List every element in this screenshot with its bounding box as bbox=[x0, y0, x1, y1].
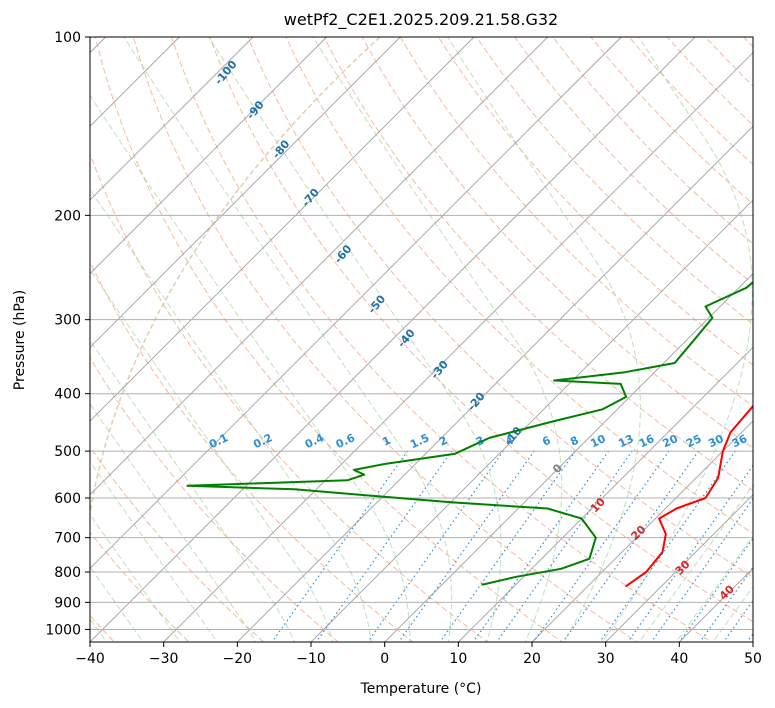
y-tick-label: 300 bbox=[54, 313, 81, 329]
background-curves bbox=[90, 37, 381, 518]
skewed-isotherm bbox=[752, 641, 753, 642]
y-tick-label: 700 bbox=[54, 531, 81, 547]
mixing-ratio-label: 20 bbox=[661, 432, 681, 450]
y-tick-label: 200 bbox=[54, 208, 81, 224]
dry-adiabat-line bbox=[361, 37, 753, 449]
y-tick-label: 900 bbox=[54, 595, 81, 611]
moist-adiabat-line bbox=[90, 403, 257, 642]
mixing-ratio-line bbox=[495, 450, 633, 642]
skewed-isotherm bbox=[90, 37, 696, 642]
skewed-isotherm bbox=[458, 346, 753, 642]
isobar-gridlines bbox=[90, 37, 753, 630]
plot-frame bbox=[89, 36, 754, 643]
y-axis-label: Pressure (hPa) bbox=[12, 290, 28, 390]
dry-adiabat-line bbox=[514, 37, 753, 285]
mixing-ratio-label: 25 bbox=[684, 432, 703, 450]
mixing-ratio-label: 16 bbox=[637, 432, 657, 450]
dry-adiabat-line bbox=[90, 356, 339, 642]
x-tick-label: −20 bbox=[223, 651, 253, 667]
mixing-ratio-line bbox=[599, 450, 736, 642]
mixing-ratio-line bbox=[367, 450, 504, 642]
mixing-ratio-line bbox=[761, 451, 775, 654]
mixing-ratio-label: 10 bbox=[588, 432, 608, 450]
dry-adiabat-line bbox=[94, 37, 564, 642]
mixing-ratio-line bbox=[315, 450, 453, 642]
dry-adiabat-line bbox=[437, 37, 753, 366]
mixing-ratio-line bbox=[650, 497, 753, 642]
x-tick-label: 10 bbox=[449, 651, 467, 667]
x-tick-label: 50 bbox=[744, 651, 762, 667]
skewed-isotherm bbox=[310, 199, 753, 642]
moist-adiabat-line bbox=[123, 37, 453, 642]
moist-adiabat-line bbox=[0, 37, 4, 654]
mixing-ratio-label: 36 bbox=[730, 432, 750, 450]
y-tick-label: 800 bbox=[54, 565, 81, 581]
dry-adiabat-line bbox=[399, 37, 753, 407]
background-curve bbox=[90, 37, 381, 518]
mixing-ratio-line bbox=[397, 450, 535, 642]
plot-background bbox=[90, 37, 753, 642]
y-tick-label: 1000 bbox=[45, 622, 81, 638]
mixing-ratio-label: 30 bbox=[706, 432, 726, 450]
mixing-ratio-line bbox=[562, 450, 699, 642]
dry-adiabat-line bbox=[90, 260, 414, 642]
x-tick-label: −40 bbox=[75, 651, 105, 667]
x-tick-label: −10 bbox=[296, 651, 326, 667]
profile-line-2 bbox=[186, 280, 753, 586]
mixing-ratio-line bbox=[627, 464, 753, 642]
x-tick-label: 20 bbox=[523, 651, 541, 667]
mixing-ratio-line bbox=[678, 537, 753, 642]
mixing-ratio-lines bbox=[271, 450, 775, 654]
dry-adiabat-line bbox=[170, 37, 713, 642]
y-tick-label: 100 bbox=[54, 30, 81, 46]
skewed-isotherm bbox=[90, 37, 548, 496]
skewed-isotherm bbox=[384, 273, 753, 642]
chart-title: wetPf2_C2E1.2025.209.21.58.G32 bbox=[284, 10, 558, 30]
skewed-isotherm bbox=[90, 37, 401, 348]
skewed-isotherm bbox=[163, 52, 753, 642]
dry-adiabat-line bbox=[323, 37, 753, 491]
mixing-ratio-line bbox=[472, 450, 610, 642]
mixing-ratio-line bbox=[532, 450, 670, 642]
skewed-isotherm bbox=[90, 37, 327, 275]
skewed-isotherms bbox=[90, 37, 753, 642]
skewed-isotherm bbox=[237, 125, 753, 642]
y-tick-label: 600 bbox=[54, 491, 81, 507]
y-tick-label: 500 bbox=[54, 444, 81, 460]
mixing-ratio-line bbox=[699, 566, 753, 642]
skewed-isotherm bbox=[90, 37, 475, 422]
mixing-ratio-line bbox=[439, 450, 576, 642]
y-tick-label: 400 bbox=[54, 387, 81, 403]
y-axis: 100 200 300 400 500 600 700 800 900 1000 bbox=[45, 30, 90, 638]
profile-series bbox=[186, 280, 753, 588]
mixing-ratio-label: 13 bbox=[616, 432, 635, 450]
dry-adiabat-line bbox=[90, 152, 489, 642]
dry-adiabat-line bbox=[90, 446, 265, 642]
x-tick-label: 30 bbox=[597, 651, 615, 667]
mixing-ratio-line bbox=[722, 599, 753, 642]
skewed-isotherm bbox=[605, 494, 753, 642]
x-tick-label: 0 bbox=[380, 651, 389, 667]
skewed-isotherm bbox=[531, 420, 753, 642]
dry-adiabat-line bbox=[285, 37, 753, 535]
skewed-isotherm bbox=[90, 37, 622, 569]
profile-line-1 bbox=[625, 404, 753, 588]
x-axis-label: Temperature (°C) bbox=[360, 681, 482, 697]
skewed-isotherm bbox=[90, 37, 254, 201]
mixing-ratio-line bbox=[271, 450, 408, 642]
x-tick-label: −30 bbox=[149, 651, 179, 667]
x-axis: −40 −30 −20 −10 0 10 20 30 40 50 bbox=[75, 642, 762, 667]
plot-area: -100-90-80-70-60-50-40-30-20-10010203040… bbox=[0, 0, 775, 654]
x-tick-label: 40 bbox=[670, 651, 688, 667]
dry-adiabat-line bbox=[767, 0, 775, 654]
dry-adiabat-line bbox=[132, 37, 638, 642]
